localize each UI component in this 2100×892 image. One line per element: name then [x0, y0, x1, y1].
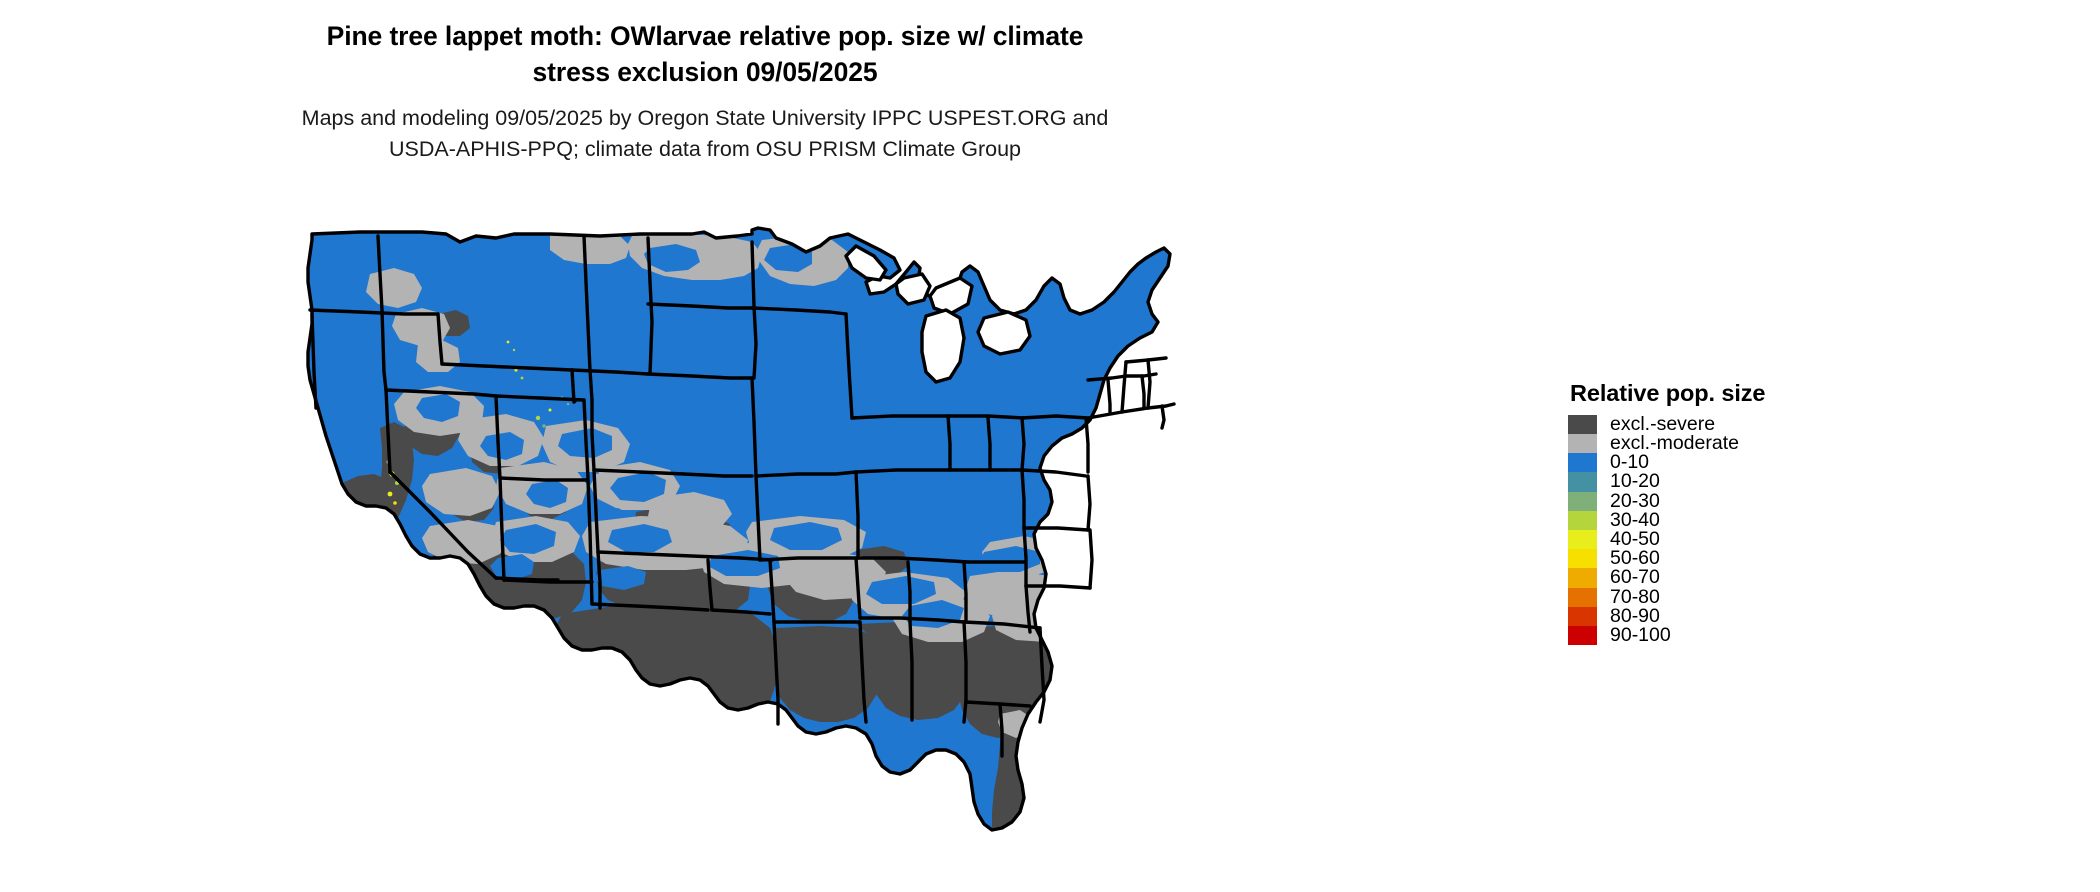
legend-swatch-excl-moderate [1568, 434, 1597, 454]
legend-swatch-80-90 [1568, 606, 1597, 627]
legend-item[interactable]: 10-20 [1568, 470, 1868, 493]
map-container[interactable] [300, 222, 1180, 892]
legend-swatch-70-80 [1568, 587, 1597, 607]
legend-item[interactable]: excl.-moderate [1568, 432, 1868, 455]
legend: Relative pop. size excl.-severe excl.-mo… [1568, 380, 1868, 646]
legend-swatch-30-40 [1568, 510, 1597, 531]
legend-item[interactable]: 80-90 [1568, 604, 1868, 627]
legend-swatch-0-10 [1568, 453, 1597, 473]
legend-swatch-40-50 [1568, 530, 1597, 550]
legend-swatch-20-30 [1568, 491, 1597, 512]
map-layer-boundaries [306, 226, 1176, 832]
legend-item[interactable]: excl.-severe [1568, 412, 1868, 435]
legend-item[interactable]: 20-30 [1568, 489, 1868, 512]
legend-item[interactable]: 60-70 [1568, 566, 1868, 589]
legend-label-excl-severe: excl.-severe [1610, 412, 1716, 435]
legend-label-70-80: 70-80 [1610, 585, 1660, 608]
legend-label-50-60: 50-60 [1610, 547, 1660, 570]
legend-label-20-30: 20-30 [1610, 489, 1660, 512]
legend-label-90-100: 90-100 [1610, 623, 1671, 646]
legend-swatch-10-20 [1568, 472, 1597, 492]
legend-swatch-60-70 [1568, 568, 1597, 588]
legend-item[interactable]: 70-80 [1568, 585, 1868, 608]
legend-label-10-20: 10-20 [1610, 470, 1660, 493]
legend-label-excl-moderate: excl.-moderate [1610, 432, 1739, 455]
legend-label-40-50: 40-50 [1610, 527, 1660, 550]
legend-label-0-10: 0-10 [1610, 451, 1650, 474]
legend-items: excl.-severe excl.-moderate 0-10 10-20 2… [1568, 412, 1868, 646]
legend-item[interactable]: 40-50 [1568, 527, 1868, 550]
page-subtitle: Maps and modeling 09/05/2025 by Oregon S… [301, 106, 1109, 161]
us-choropleth-map[interactable] [300, 222, 1180, 892]
legend-item[interactable]: 50-60 [1568, 547, 1868, 570]
legend-swatch-excl-severe [1568, 414, 1597, 435]
legend-item[interactable]: 90-100 [1568, 623, 1868, 646]
legend-label-60-70: 60-70 [1610, 566, 1660, 589]
legend-swatch-50-60 [1568, 549, 1597, 569]
title-block: Pine tree lappet moth: OWlarvae relative… [0, 18, 1410, 164]
legend-label-30-40: 30-40 [1610, 508, 1660, 531]
legend-swatch-90-100 [1568, 625, 1597, 646]
legend-label-80-90: 80-90 [1610, 604, 1660, 627]
page-title: Pine tree lappet moth: OWlarvae relative… [326, 21, 1084, 88]
legend-item[interactable]: 0-10 [1568, 451, 1868, 474]
legend-item[interactable]: 30-40 [1568, 508, 1868, 531]
legend-title: Relative pop. size [1570, 380, 1766, 406]
